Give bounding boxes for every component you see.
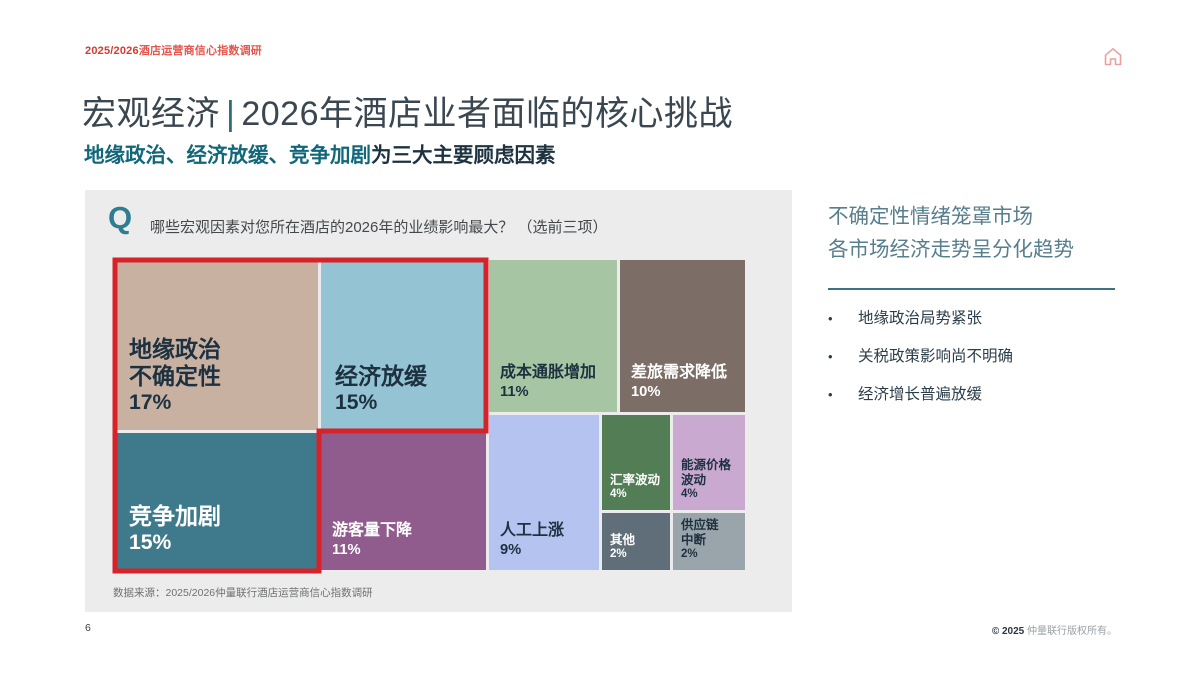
page-number: 6 [85, 622, 91, 634]
bullet-dot-icon: • [828, 349, 833, 364]
treemap-cell-label: 人工上涨 [500, 521, 565, 539]
treemap-cell-supply-chain-disruption: 供应链 中断 2% [673, 513, 745, 570]
insight-bullets: • 地缘政治局势紧张 • 关税政策影响尚不明确 • 经济增长普遍放缓 [828, 306, 1128, 420]
copyright-year: © 2025 [991, 626, 1025, 637]
treemap-cell-cost-inflation: 成本通胀增加 11% [489, 260, 617, 412]
treemap-cell-value: 9% [500, 541, 522, 558]
treemap-cell-economic-slowdown: 经济放缓 15% [321, 260, 486, 430]
treemap-cell-label: 不确定性 [129, 362, 221, 389]
title-prefix: 宏观经济 [82, 95, 220, 133]
subtitle-highlight: 地缘政治、经济放缓、竞争加剧 [84, 144, 371, 167]
treemap-cell-intensified-competition: 竞争加剧 15% [115, 433, 318, 570]
treemap-cell-travel-demand-decline: 差旅需求降低 10% [620, 260, 745, 412]
treemap-cell-value: 4% [681, 488, 698, 501]
treemap-cell-value: 2% [610, 548, 627, 561]
treemap-cell-label: 供应链 [681, 517, 719, 532]
title-rest: 2026年酒店业者面临的核心挑战 [241, 95, 733, 133]
treemap-cell-label: 竞争加剧 [129, 502, 221, 529]
question-q-label: Q [108, 200, 133, 235]
treemap-cell-label: 成本通胀增加 [500, 363, 597, 381]
insight-bullet-text: 经济增长普遍放缓 [858, 386, 983, 403]
insight-bullet-text: 地缘政治局势紧张 [858, 310, 983, 327]
treemap-cell-energy-price-volatility: 能源价格 波动 4% [673, 415, 745, 510]
home-icon[interactable] [1101, 45, 1125, 69]
treemap-cell-value: 15% [129, 531, 172, 555]
treemap-cell-label: 中断 [681, 532, 707, 547]
subtitle: 地缘政治、经济放缓、竞争加剧为三大主要顾虑因素 [84, 138, 556, 168]
insight-heading-line1: 不确定性情绪笼罩市场 [828, 205, 1033, 228]
insight-heading: 不确定性情绪笼罩市场 各市场经济走势呈分化趋势 [828, 200, 1074, 266]
treemap-cell-geopolitical-uncertainty: 地缘政治 不确定性 17% [115, 260, 318, 430]
insight-bullet: • 关税政策影响尚不明确 [828, 344, 1128, 382]
copyright-text: 仲量联行版权所有。 [1027, 626, 1117, 637]
treemap-cell-value: 11% [500, 383, 529, 400]
treemap-cell-value: 17% [129, 391, 172, 415]
treemap-cell-other: 其他 2% [602, 513, 670, 570]
treemap-cell-label: 其他 [610, 532, 636, 547]
tagline-title: 酒店运营商信心指数调研 [138, 45, 263, 57]
insight-heading-line2: 各市场经济走势呈分化趋势 [828, 238, 1074, 261]
treemap-cell-value: 15% [335, 391, 378, 415]
page-title: 宏观经济 | 2026年酒店业者面临的核心挑战 [82, 86, 733, 135]
insight-bullet: • 经济增长普遍放缓 [828, 382, 1128, 420]
treemap-cell-label: 地缘政治 [129, 335, 221, 362]
treemap-cell-value: 10% [631, 383, 661, 400]
question-text: 哪些宏观因素对您所在酒店的2026年的业绩影响最大？ （选前三项） [150, 219, 608, 236]
bullet-dot-icon: • [828, 311, 833, 326]
treemap-cell-label: 波动 [681, 472, 707, 487]
treemap-cell-label: 能源价格 [681, 457, 732, 472]
treemap-cell-value: 4% [610, 488, 627, 501]
treemap-cell-value: 2% [681, 548, 698, 561]
insight-bullet: • 地缘政治局势紧张 [828, 306, 1128, 344]
treemap: 地缘政治 不确定性 17% 经济放缓 15% 成本通胀增加 11% 差旅需求降低 10% 竞争加剧… [112, 257, 745, 574]
insight-divider [828, 288, 1115, 290]
source-note: 数据来源：2025/2026仲量联行酒店运营商信心指数调研 [113, 587, 373, 599]
insight-bullet-text: 关税政策影响尚不明确 [858, 348, 1014, 365]
treemap-cell-label: 差旅需求降低 [631, 363, 728, 381]
treemap-cell-label: 汇率波动 [610, 472, 661, 487]
copyright: © 2025 仲量联行版权所有。 [992, 622, 1117, 637]
treemap-cell-value: 11% [332, 541, 361, 558]
treemap-cell-tourist-volume-decline: 游客量下降 11% [321, 433, 486, 570]
treemap-cell-label: 经济放缓 [335, 362, 427, 389]
treemap-cell-labor-cost-rise: 人工上涨 9% [489, 415, 599, 570]
subtitle-rest: 为三大主要顾虑因素 [371, 144, 556, 167]
header-tagline: 2025/2026酒店运营商信心指数调研 [85, 42, 262, 58]
bullet-dot-icon: • [828, 387, 833, 402]
treemap-cell-fx-volatility: 汇率波动 4% [602, 415, 670, 510]
title-separator: | [226, 95, 236, 133]
tagline-years: 2025/2026 [85, 45, 139, 57]
treemap-cell-label: 游客量下降 [332, 521, 413, 539]
